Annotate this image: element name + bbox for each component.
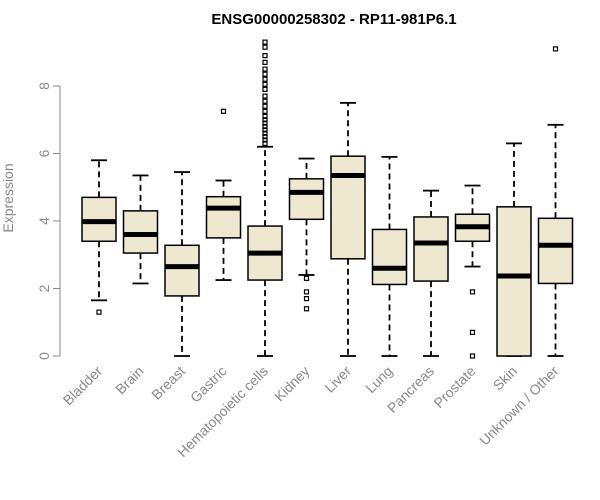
outlier-point (262, 130, 268, 136)
box-group (81, 159, 117, 315)
box (330, 155, 366, 260)
outlier-point (96, 309, 102, 315)
box-group (122, 174, 159, 285)
outlier-point (262, 59, 268, 65)
x-tick-label: Unknown / Other (476, 363, 562, 449)
x-tick-label: Kidney (271, 363, 313, 405)
outlier-point (262, 113, 268, 119)
outlier-point (262, 137, 268, 143)
box (537, 217, 574, 285)
y-tick-label: 4 (36, 217, 52, 225)
boxes (81, 39, 574, 359)
outlier-point (262, 39, 268, 45)
outlier-point (262, 53, 268, 59)
x-tick-label: Prostate (430, 363, 478, 411)
outlier-point (262, 93, 268, 99)
x-tick-label: Brain (112, 363, 146, 397)
outlier-point (262, 103, 268, 109)
box-group (330, 101, 366, 357)
outlier-point (262, 66, 268, 72)
outlier-point (262, 123, 268, 130)
box-group (454, 184, 491, 359)
x-tick-label: Liver (321, 363, 354, 396)
outlier-point (303, 289, 310, 295)
box-group (413, 189, 449, 357)
chart-title: ENSG00000258302 - RP11-981P6.1 (211, 11, 456, 28)
x-tick-label: Bladder (60, 363, 106, 409)
outlier-point (262, 81, 268, 87)
outlier-point (262, 44, 268, 50)
box-group (205, 108, 242, 281)
box (371, 228, 408, 286)
outlier-point (303, 306, 310, 312)
outlier-point (469, 353, 476, 359)
y-axis-label: Expression (0, 163, 16, 232)
x-tick-label: Lung (362, 363, 395, 396)
outlier-point (303, 296, 310, 302)
box-group (288, 157, 325, 312)
outlier-point (303, 275, 310, 281)
box (413, 216, 449, 282)
box-group (371, 155, 408, 357)
outlier-point (262, 134, 268, 140)
outlier-point (469, 329, 476, 335)
y-tick-label: 0 (36, 352, 52, 360)
box-group (247, 39, 283, 357)
y-tick-label: 2 (36, 284, 52, 292)
outlier-point (262, 108, 268, 114)
box (164, 244, 200, 297)
y-tick-label: 6 (36, 149, 52, 157)
box (496, 206, 532, 357)
box (205, 195, 242, 239)
box-group (537, 46, 574, 357)
outlier-point (262, 98, 268, 104)
x-tick-label: Breast (148, 363, 188, 403)
box-group (496, 142, 532, 357)
y-tick-label: 8 (36, 82, 52, 90)
outlier-point (262, 120, 268, 126)
outlier-point (262, 127, 268, 133)
outlier-point (552, 46, 559, 52)
box (288, 178, 325, 221)
y-axis: 0 2 4 6 8 (36, 82, 61, 360)
outlier-point (262, 71, 268, 77)
box-group (164, 171, 200, 357)
x-tick-label: Skin (490, 363, 521, 394)
outlier-point (220, 108, 227, 114)
outlier-point (262, 76, 268, 82)
box (122, 210, 159, 254)
outlier-point (262, 140, 268, 146)
outlier-point (262, 117, 268, 123)
outlier-point (469, 289, 476, 295)
outlier-point (262, 86, 268, 92)
